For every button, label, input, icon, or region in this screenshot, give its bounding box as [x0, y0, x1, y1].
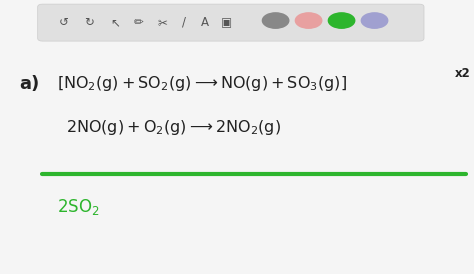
Text: x2: x2	[455, 67, 470, 81]
Text: $\mathrm{2SO_2}$: $\mathrm{2SO_2}$	[56, 197, 99, 217]
Circle shape	[361, 13, 388, 28]
Circle shape	[263, 13, 289, 28]
Text: ▣: ▣	[220, 16, 232, 29]
Text: ✂: ✂	[157, 16, 167, 29]
Circle shape	[295, 13, 322, 28]
Text: ✏: ✏	[134, 16, 144, 29]
Text: $[\mathrm{NO_2(g) + SO_2(g) \longrightarrow NO(g) + SO_3(g)]}$: $[\mathrm{NO_2(g) + SO_2(g) \longrightar…	[56, 74, 346, 93]
Text: $\mathrm{2NO(g) + O_2(g) \longrightarrow 2NO_2(g)}$: $\mathrm{2NO(g) + O_2(g) \longrightarrow…	[66, 118, 281, 137]
Circle shape	[328, 13, 355, 28]
Text: a): a)	[19, 75, 39, 93]
Text: A: A	[201, 16, 209, 29]
FancyBboxPatch shape	[38, 4, 424, 41]
Text: /: /	[182, 16, 186, 29]
Text: ↖: ↖	[110, 16, 120, 29]
Text: ↻: ↻	[84, 16, 94, 29]
Text: ↺: ↺	[59, 16, 69, 29]
